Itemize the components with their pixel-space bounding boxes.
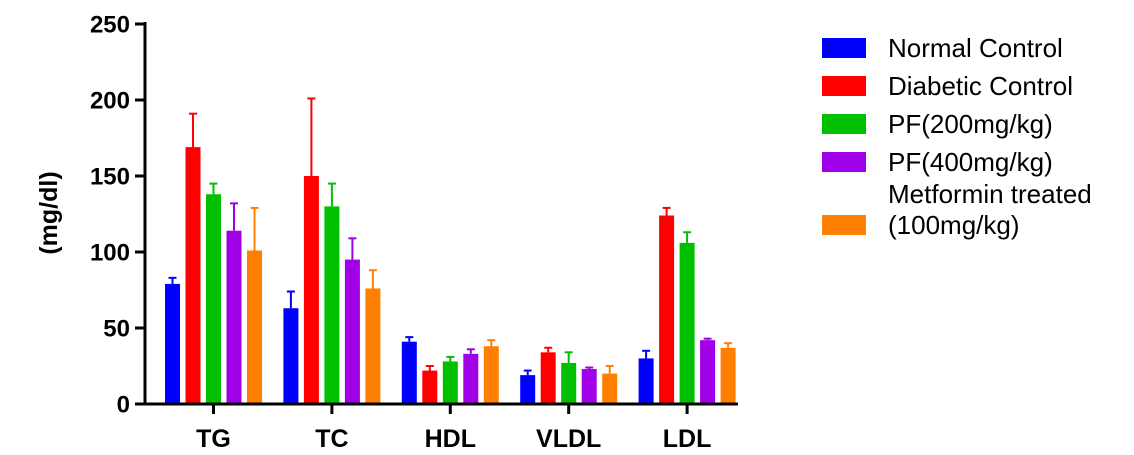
legend-label-4: PF(400mg/kg) [888, 147, 1053, 177]
bar-tc-series-3 [324, 206, 340, 404]
y-tick-label-250: 250 [90, 12, 130, 39]
legend-swatch-3 [822, 114, 866, 134]
y-tick-label-50: 50 [103, 316, 130, 343]
bar-hdl-series-3 [442, 361, 458, 404]
legend-label-2: Diabetic Control [888, 71, 1073, 101]
bar-tc-series-5 [365, 288, 381, 404]
bar-tg-series-4 [226, 230, 242, 404]
bars-layer [165, 97, 736, 404]
x-tick-label-ldl: LDL [663, 425, 712, 453]
bar-ldl-series-4 [700, 340, 716, 404]
legend: Normal Control Diabetic Control PF(200mg/k… [822, 33, 1092, 240]
x-tick-label-hdl: HDL [425, 425, 476, 453]
legend-swatch-5 [822, 215, 866, 235]
bar-hdl-series-5 [483, 346, 499, 404]
bar-vldl-series-5 [602, 373, 618, 404]
bar-tg-series-5 [247, 250, 262, 404]
axes-layer: 0 50 100 150 200 250 TG TC HDL VLDL LDL [90, 12, 738, 453]
legend-label-5-line-2: (100mg/kg) [888, 210, 1020, 240]
bar-vldl-series-2 [540, 352, 556, 404]
bar-vldl-series-4 [581, 369, 597, 404]
bar-hdl-series-4 [463, 353, 479, 404]
bar-ldl-series-2 [659, 215, 675, 404]
x-tick-label-vldl: VLDL [536, 425, 601, 453]
bar-ldl-series-5 [720, 347, 736, 404]
bar-vldl-series-1 [520, 375, 536, 404]
legend-label-3: PF(200mg/kg) [888, 109, 1053, 139]
x-tick-label-tc: TC [315, 425, 348, 453]
bar-tg-series-3 [206, 194, 221, 404]
bar-ldl-series-3 [679, 242, 695, 404]
bar-tc-series-4 [344, 259, 360, 404]
legend-label-5-line-1: Metformin treated [888, 179, 1092, 209]
legend-label-1: Normal Control [888, 33, 1063, 63]
legend-swatch-4 [822, 152, 866, 172]
bar-tg-series-2 [185, 147, 201, 404]
y-tick-label-100: 100 [90, 240, 130, 267]
y-tick-label-200: 200 [90, 88, 130, 115]
y-tick-label-0: 0 [117, 392, 130, 419]
bar-hdl-series-1 [401, 341, 417, 404]
y-tick-label-150: 150 [90, 164, 130, 191]
legend-swatch-2 [822, 76, 866, 96]
bar-vldl-series-3 [561, 362, 577, 404]
bar-tg-series-1 [165, 283, 180, 404]
y-axis-title: (mg/dl) [35, 171, 63, 254]
bar-tc-series-1 [283, 308, 299, 404]
legend-swatch-1 [822, 38, 866, 58]
bar-tc-series-2 [303, 176, 319, 404]
bar-hdl-series-2 [422, 370, 438, 404]
x-tick-label-tg: TG [196, 425, 231, 453]
bar-ldl-series-1 [638, 358, 654, 404]
